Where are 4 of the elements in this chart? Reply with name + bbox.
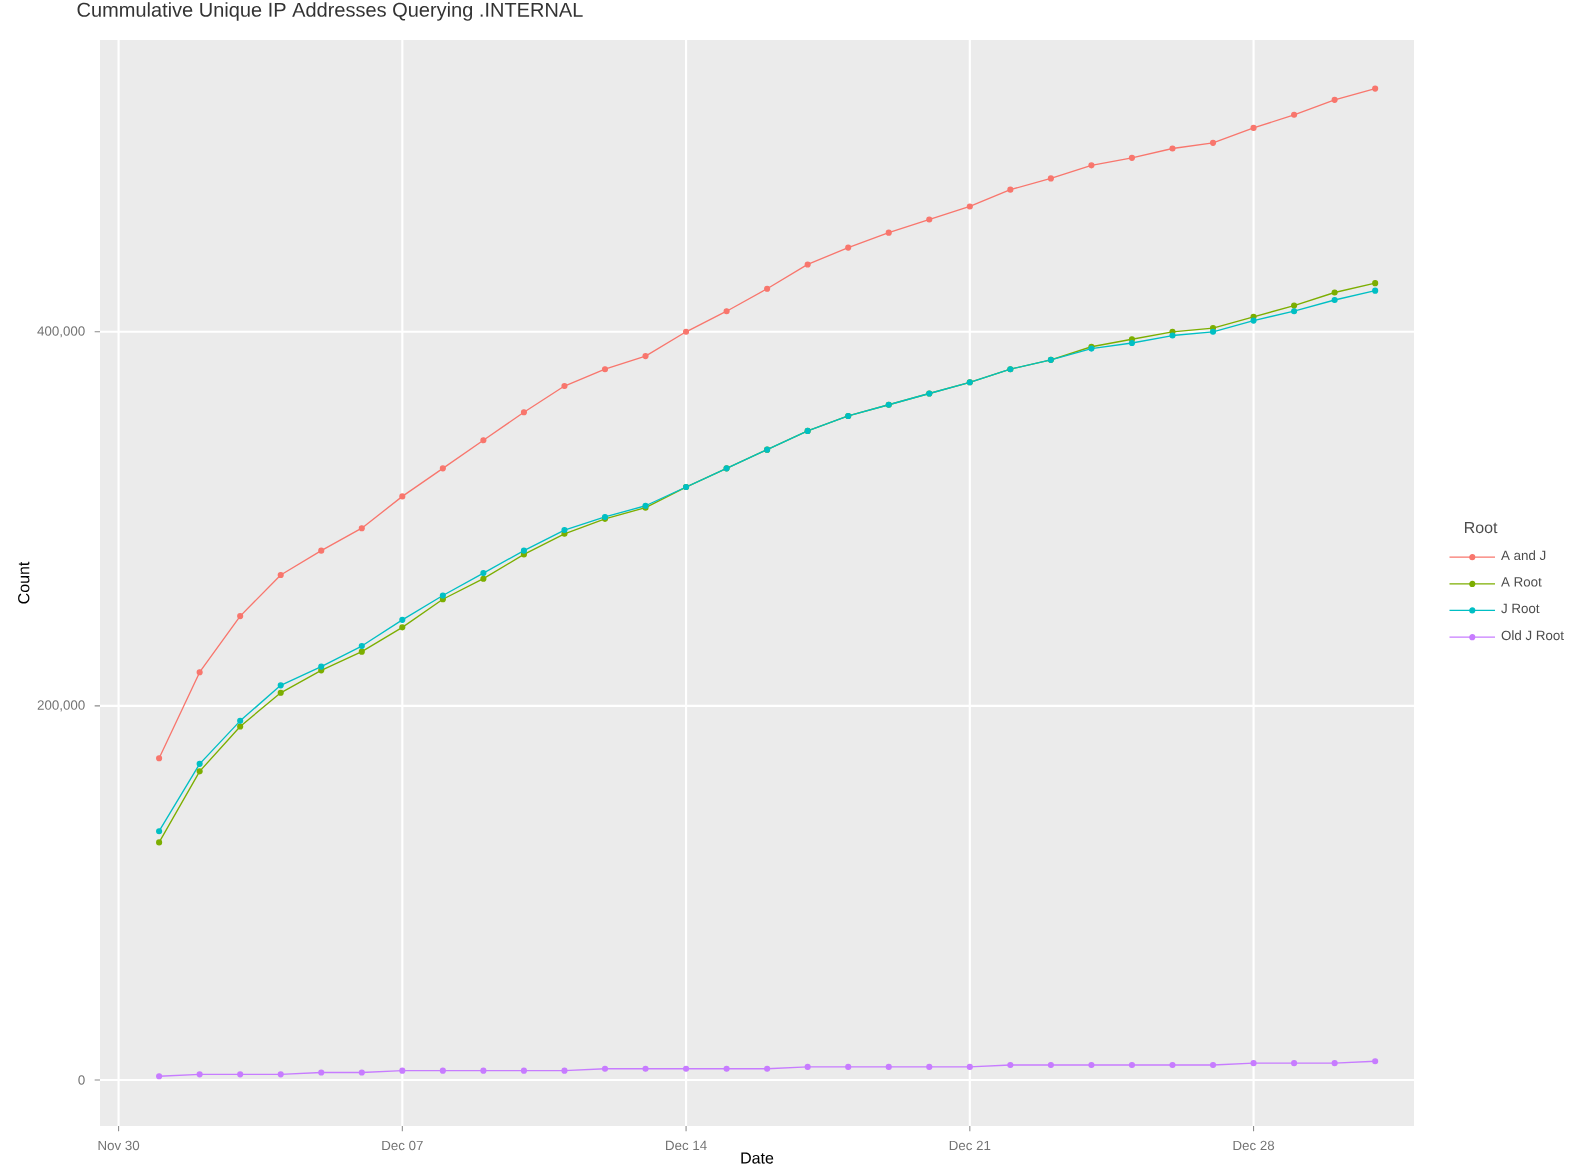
chart-title: Cummulative Unique IP Addresses Querying .INTERNAL <box>77 2 583 21</box>
legend-title: Root <box>1464 522 1498 534</box>
x-axis-title: Date <box>741 1152 774 1164</box>
y-axis-title: Count <box>18 561 30 604</box>
